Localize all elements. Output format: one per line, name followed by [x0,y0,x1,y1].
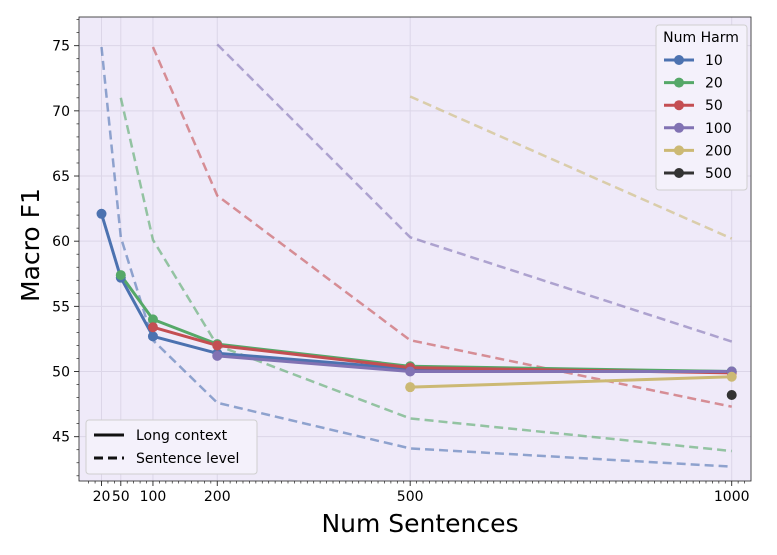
minor-ticks [76,19,745,484]
legend-label-10: 10 [705,53,723,69]
legend-marker-20 [674,77,684,88]
x-tick-label: 100 [140,489,167,505]
markers [96,208,737,400]
legend-label-100: 100 [705,121,732,137]
point-100 [405,366,416,377]
x-tick-label: 1000 [714,489,750,505]
series-legend: Num Harm 10 20 50 100 200 500 [655,24,748,191]
sentence-level-line-200 [409,95,733,240]
legend-label-20: 20 [705,76,723,92]
y-tick-label: 65 [52,169,70,185]
point-10 [96,208,107,219]
x-tick-label: 200 [204,489,231,505]
point-20 [147,314,158,325]
style-legend-box [85,419,258,475]
legend-marker-10 [674,55,684,65]
point-50 [147,322,158,333]
point-100 [212,350,223,361]
x-tick-label: 20 [93,489,111,505]
y-axis-ticks: 45 50 55 60 65 70 75 [52,39,79,446]
style-legend-label: Long context [136,428,228,444]
legend-marker-500 [674,168,684,178]
point-20 [115,270,126,281]
legend-label-50: 50 [705,98,723,114]
x-axis-ticks: 20 50 100 200 500 1000 [93,481,750,505]
y-tick-label: 60 [52,234,70,250]
point-50 [212,340,223,351]
x-tick-label: 50 [112,489,130,505]
legend-marker-200 [674,145,684,156]
x-axis-label: Num Sentences [321,509,518,538]
sentence-level-line-100 [216,43,733,343]
plot-frame [78,16,752,482]
style-legend: Long context Sentence level [85,419,258,475]
y-tick-label: 55 [52,299,70,315]
sentence-level-line-10 [100,46,732,468]
point-10 [147,331,158,342]
series-legend-title: Num Harm [663,30,739,46]
y-tick-label: 45 [52,430,70,446]
y-tick-label: 70 [52,104,70,120]
y-tick-label: 50 [52,365,70,381]
point-500 [726,389,737,400]
x-tick-label: 500 [397,489,424,505]
long-context-line-200 [410,375,732,389]
point-200 [405,382,416,393]
sentence-level-line-50 [151,46,732,408]
legend-label-500: 500 [705,166,732,182]
legend-marker-50 [674,100,684,111]
y-tick-label: 75 [52,39,70,55]
y-axis-label: Macro F1 [16,188,45,302]
legend-marker-100 [674,122,684,133]
point-200 [726,371,737,382]
style-legend-label: Sentence level [136,451,239,467]
plot-background [79,17,751,481]
series-legend-box [655,24,748,191]
legend-label-200: 200 [705,143,732,159]
